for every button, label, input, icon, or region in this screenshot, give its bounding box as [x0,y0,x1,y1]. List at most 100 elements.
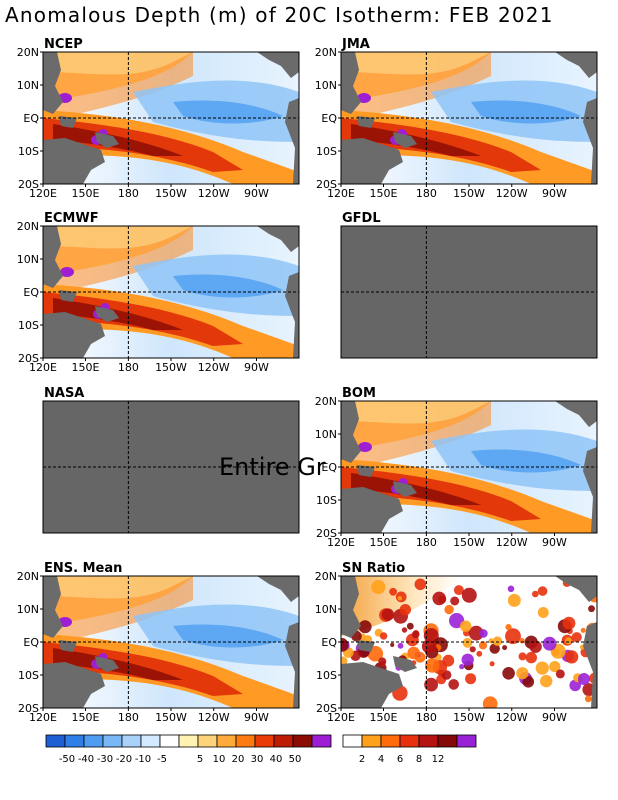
y-tick-label: 10N [17,603,39,616]
landmass [341,138,403,184]
sn-cell [537,607,549,618]
landmass [393,481,417,497]
sn-cell [569,679,581,692]
x-tick-label: 120E [29,711,57,724]
colorbar-label: -40 [78,754,94,765]
extreme-anomaly-spot [358,442,372,452]
x-tick-label: 150E [72,187,100,200]
sn-cell [468,625,484,641]
sn-cell [529,640,542,653]
sn-cell [389,587,397,596]
sn-cell [571,632,582,643]
x-tick-label: 150W [155,187,187,200]
x-tick-label: 150E [370,536,398,549]
landmass [341,662,403,708]
x-tick-label: 150E [370,711,398,724]
sn-cell [450,596,460,606]
colorbar-label: -10 [135,754,151,765]
landmass [43,576,63,638]
x-tick-label: 180 [118,711,139,724]
y-tick-label: 20N [315,570,337,583]
y-tick-label: 10S [316,669,337,682]
landmass [43,52,63,114]
landmass [393,132,417,148]
panel-title: ENS. Mean [44,561,122,576]
x-tick-label: 120E [29,361,57,374]
warm-anomaly [341,52,491,122]
colorbar-label: 12 [432,754,445,765]
colorbar-label: 5 [197,754,203,765]
landmass [555,401,597,427]
colorbar-label: 6 [397,754,403,765]
y-tick-label: 10N [315,428,337,441]
y-tick-label: EQ [23,112,39,125]
sn-cell [578,673,590,685]
sn-cell [442,654,455,667]
sn-cell [522,676,535,688]
sn-cell [432,591,446,606]
anomaly-colorbar: -50 -40 -30 -20 -10 -5 5 10 20 30 40 50 [45,734,332,765]
panel-gfdl: GFDL [340,211,598,359]
x-tick-label: 150W [453,187,485,200]
landmass [43,226,63,288]
panel-title: ECMWF [44,211,99,226]
landmass [357,465,375,477]
missing-data-note: Entire Gr [219,453,326,481]
x-tick-label: 120W [198,187,230,200]
colorbar-swatch [399,734,420,748]
landmass [257,226,299,252]
colorbar-label: 8 [416,754,422,765]
x-tick-label: 120W [496,187,528,200]
landmass [285,98,299,184]
sn-cell [424,677,438,692]
sn-cell [465,673,477,685]
colorbar-swatch [216,734,237,748]
sn-cell [565,650,579,664]
colorbar-swatch [235,734,256,748]
x-tick-label: 120E [327,711,355,724]
y-tick-label: 10S [316,494,337,507]
panel-title: JMA [341,37,370,52]
panel-title: GFDL [342,211,381,226]
landmass [341,487,403,533]
sn-cell [406,622,414,630]
sn-cell [476,650,483,657]
y-tick-label: 20S [18,178,39,191]
panel-title: NASA [44,386,84,401]
colorbar-swatch [292,734,313,748]
sn-cell [562,616,576,630]
sn-cell [505,624,512,631]
sn-ratio-colorbar: 2 4 6 8 12 [342,734,477,765]
sn-cell [378,657,387,666]
x-tick-label: 180 [416,711,437,724]
warm-anomaly [341,401,491,471]
y-tick-label: EQ [23,636,39,649]
colorbar-label: 30 [251,754,264,765]
x-tick-label: 180 [416,187,437,200]
sn-cell [448,679,459,690]
landmass [59,640,77,652]
sn-cell [502,645,508,651]
sn-cell [421,639,437,654]
y-tick-label: 10N [17,253,39,266]
y-tick-label: 10S [18,669,39,682]
y-tick-label: EQ [321,461,337,474]
x-tick-label: 150W [155,711,187,724]
landmass [285,272,299,358]
panel-nasa: NASA Entire Gr [42,386,326,534]
landmass [393,656,417,672]
panel-title: SN Ratio [342,561,405,576]
x-tick-label: 90W [244,361,269,374]
landmass [583,447,597,533]
colorbar-label: 10 [213,754,226,765]
warm-anomaly [53,298,183,330]
warm-anomaly [43,226,193,296]
landmass [341,52,361,114]
landmass [257,576,299,602]
